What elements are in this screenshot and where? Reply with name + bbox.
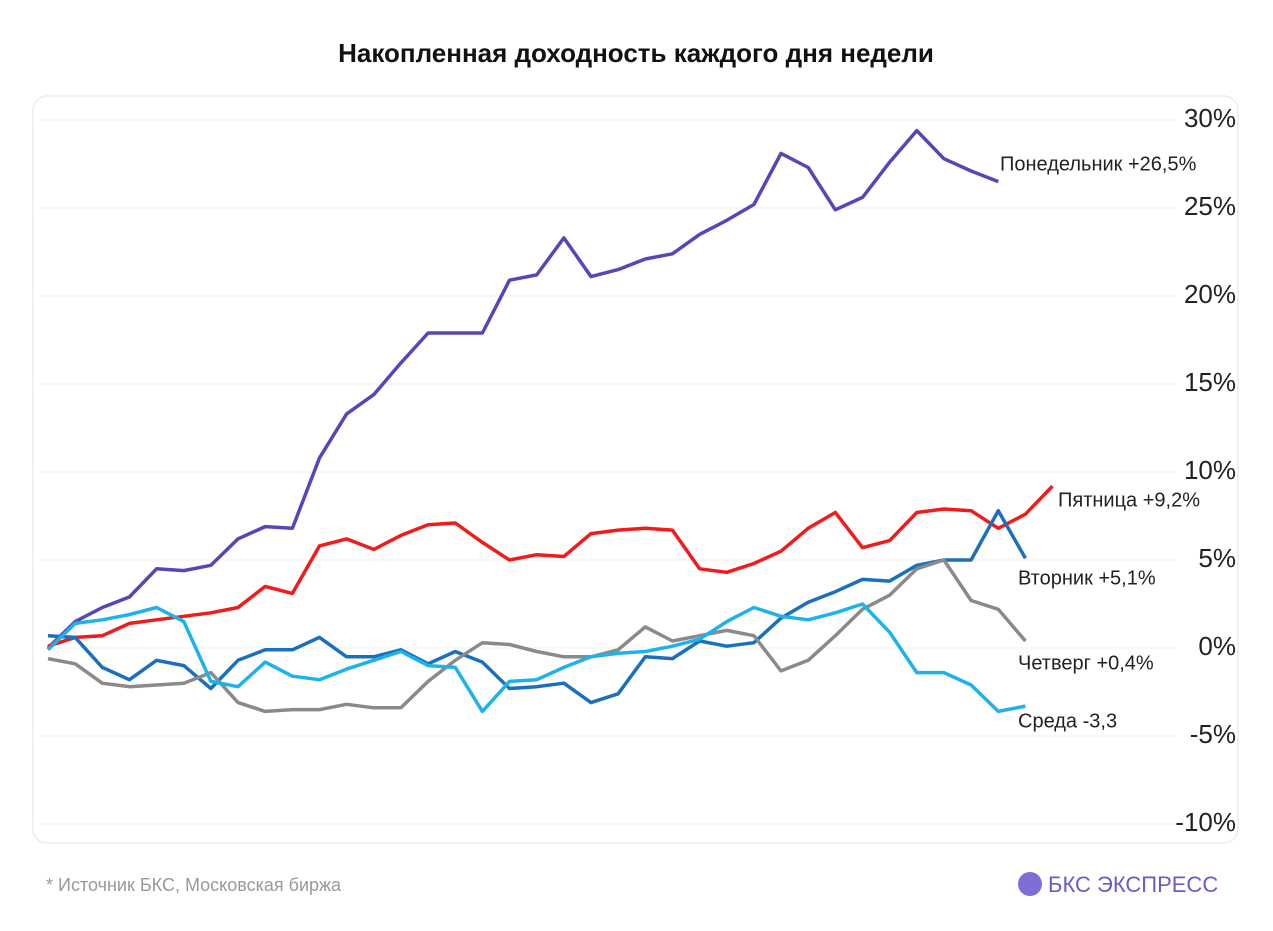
y-tick-label: 15% (1184, 367, 1236, 397)
series-line (46, 128, 999, 650)
chart-title: Накопленная доходность каждого дня недел… (338, 38, 934, 68)
y-tick-label: -5% (1190, 719, 1236, 749)
series-line (47, 558, 1027, 714)
series-line (46, 602, 1026, 714)
y-tick-label: 10% (1184, 455, 1236, 485)
series-label: Понедельник +26,5% (1000, 153, 1197, 175)
logo-icon (1018, 872, 1042, 896)
series-line (47, 484, 1054, 648)
series-line (47, 508, 1027, 705)
series-label: Четверг +0,4% (1018, 652, 1154, 674)
y-tick-label: 25% (1184, 191, 1236, 221)
y-tick-label: 5% (1198, 543, 1236, 573)
series-label: Среда -3,3 (1018, 710, 1117, 732)
series-label: Вторник +5,1% (1018, 567, 1156, 589)
series-label: Пятница +9,2% (1058, 489, 1200, 511)
y-tick-label: 0% (1198, 631, 1236, 661)
logo: БКС ЭКСПРЕСС (1048, 872, 1218, 897)
y-tick-label: 30% (1184, 103, 1236, 133)
source-note: * Источник БКС, Московская биржа (46, 875, 342, 895)
y-tick-label: 20% (1184, 279, 1236, 309)
chart-card (32, 95, 1239, 844)
y-tick-label: -10% (1175, 807, 1236, 837)
